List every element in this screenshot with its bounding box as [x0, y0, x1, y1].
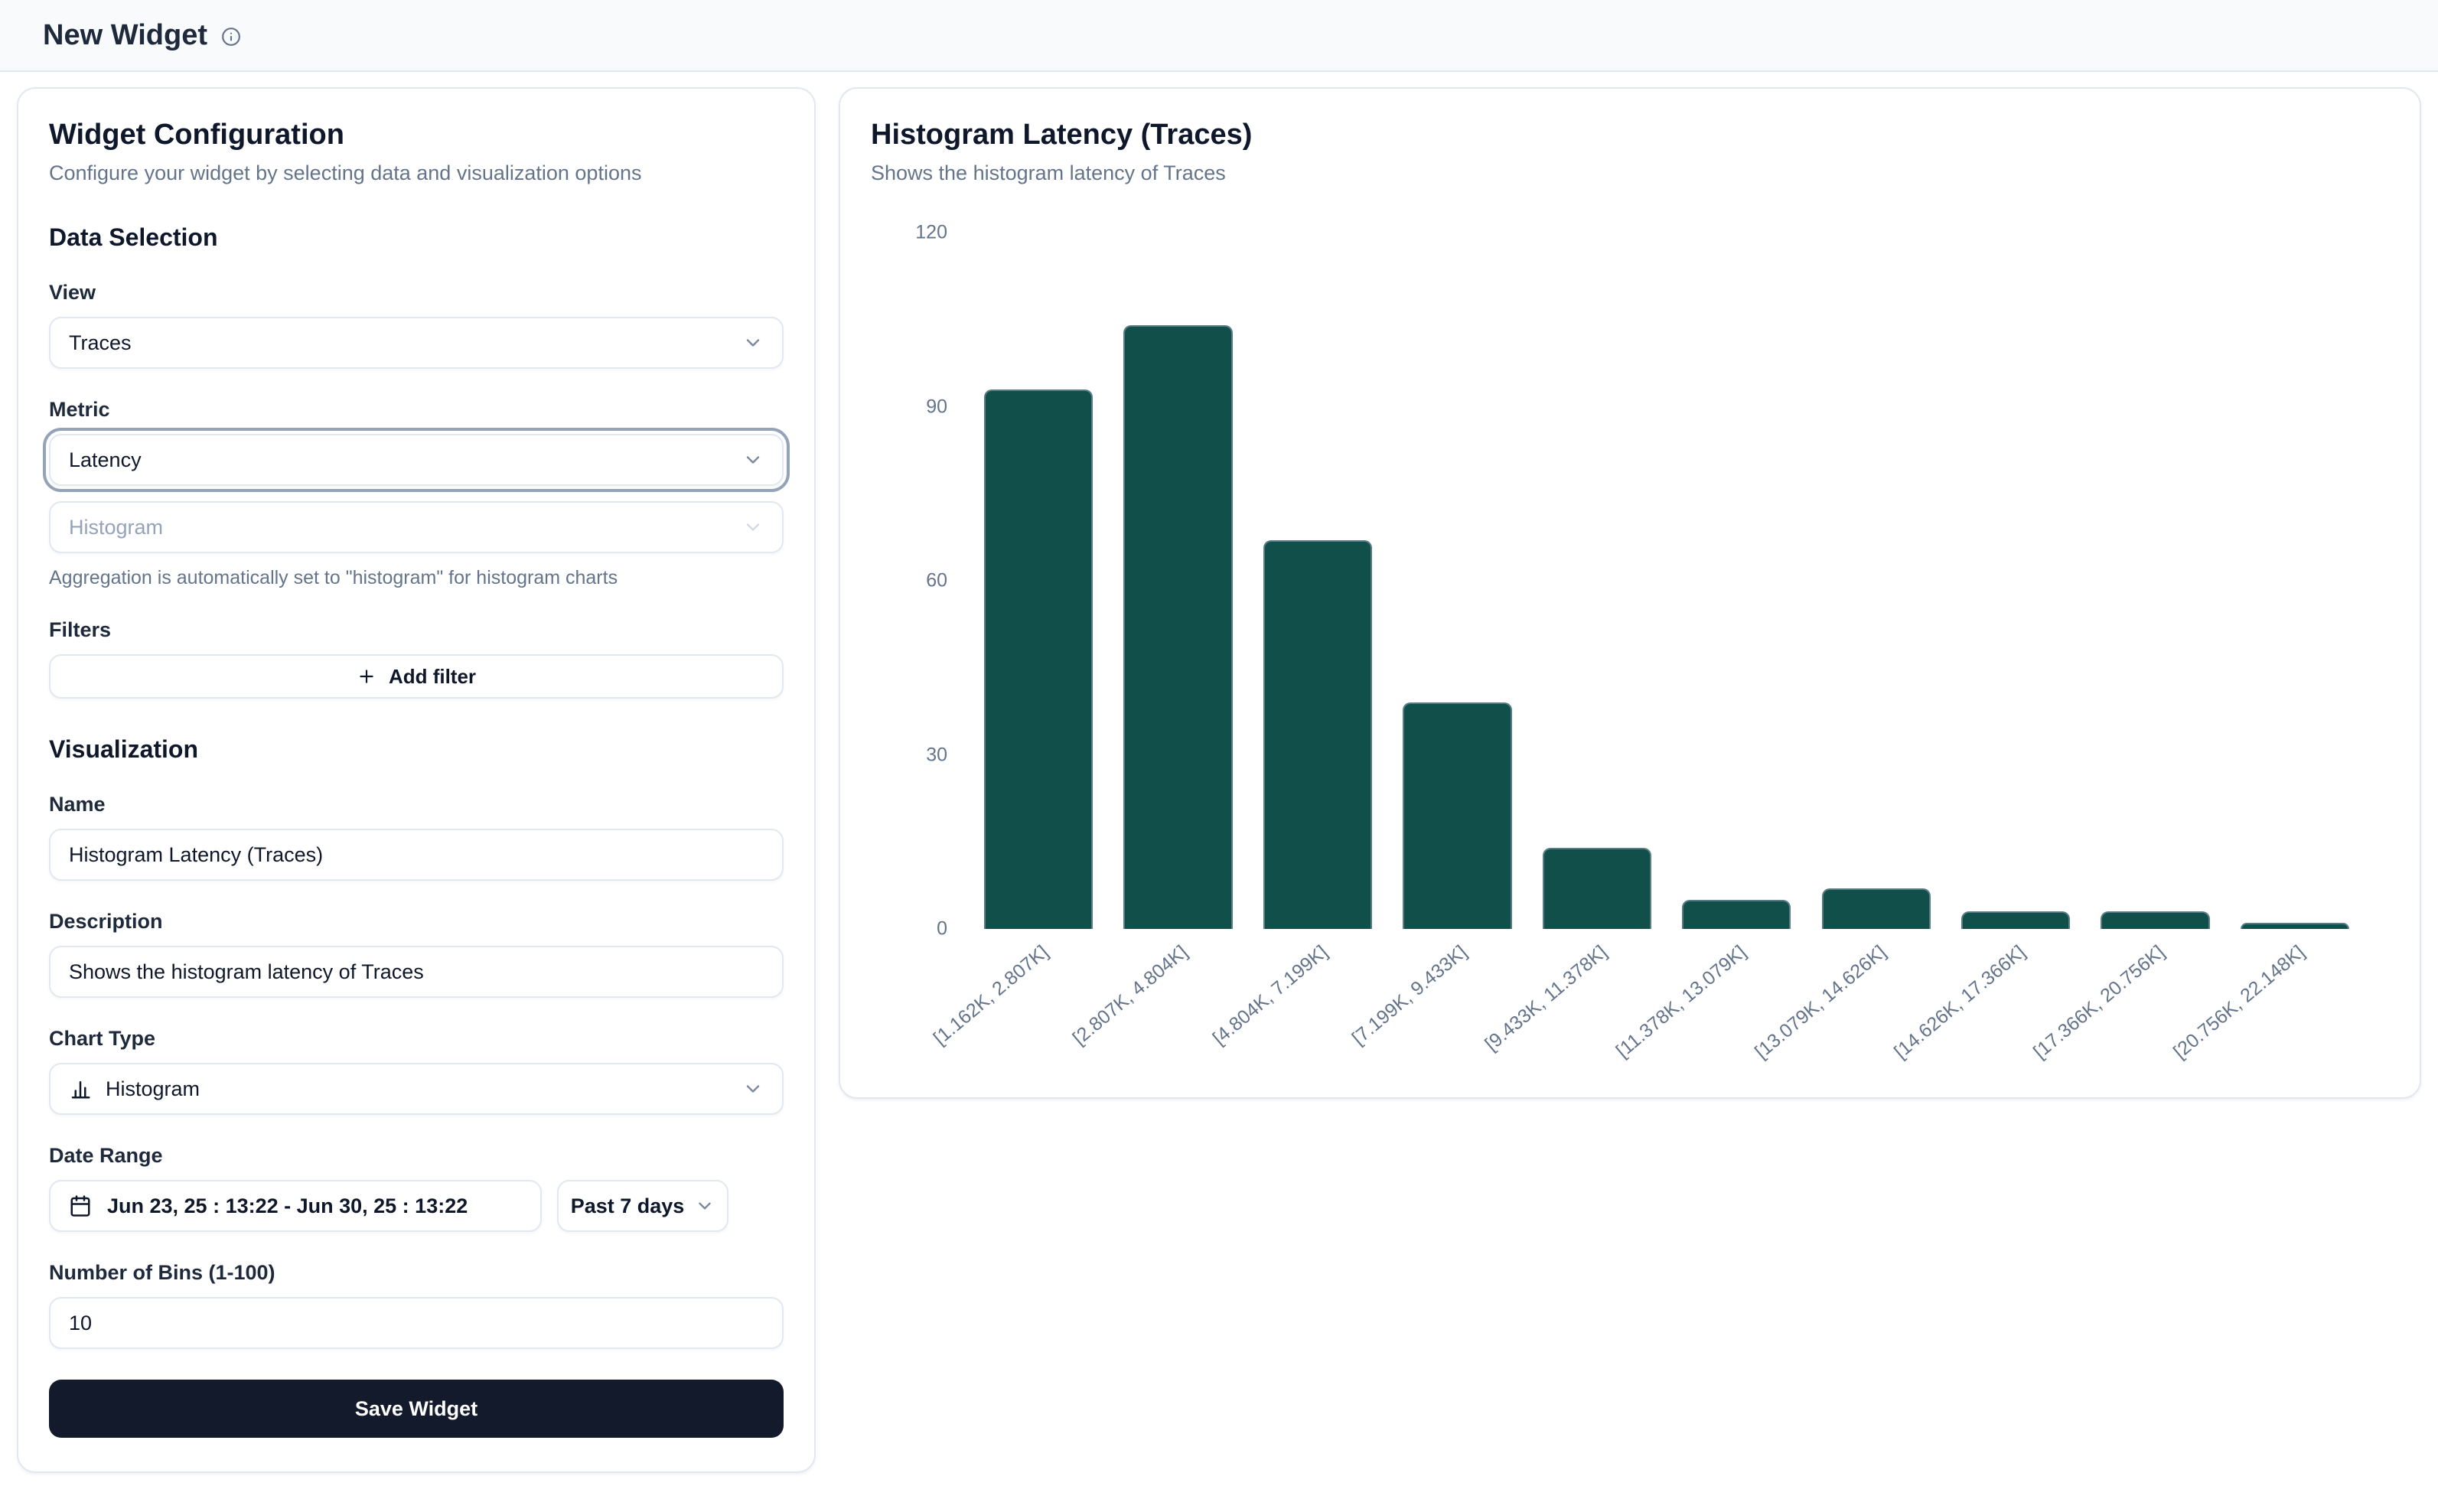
- add-filter-label: Add filter: [388, 664, 477, 688]
- chevron-down-icon: [742, 332, 764, 354]
- metric-label: Metric: [49, 398, 110, 421]
- y-axis: 0 30 60 90 120: [871, 222, 969, 940]
- bar-slot: [1387, 233, 1527, 929]
- histogram-bar: [1403, 702, 1512, 929]
- bar-slot: [2225, 233, 2365, 929]
- description-label: Description: [49, 910, 163, 933]
- plus-icon: [357, 666, 376, 686]
- date-preset-button[interactable]: Past 7 days: [557, 1180, 728, 1232]
- chart-column-icon: [69, 1077, 92, 1100]
- x-slot: [9.433K, 11.378K]: [1481, 929, 1667, 1082]
- bar-slot: [1806, 233, 1945, 929]
- chart-type-select[interactable]: Histogram: [49, 1063, 784, 1115]
- x-slot: [13.079K, 14.626K]: [1751, 929, 1945, 1082]
- bars: [969, 233, 2389, 929]
- histogram-bar: [2240, 923, 2349, 929]
- y-tick-label: 60: [926, 569, 947, 591]
- histogram-bar: [2101, 911, 2210, 929]
- aggregation-note: Aggregation is automatically set to "his…: [49, 567, 618, 588]
- x-slot: [2.807K, 4.804K]: [1069, 929, 1247, 1082]
- app-header: New Widget: [0, 0, 2438, 72]
- aggregation-select-value: Histogram: [69, 515, 164, 539]
- chevron-down-icon: [695, 1196, 715, 1216]
- metric-select-value: Latency: [69, 448, 142, 471]
- bar-slot: [1108, 233, 1247, 929]
- name-input[interactable]: [49, 829, 784, 881]
- date-range-button[interactable]: Jun 23, 25 : 13:22 - Jun 30, 25 : 13:22: [49, 1180, 542, 1232]
- date-range-label: Date Range: [49, 1144, 163, 1167]
- x-slot: [7.199K, 9.433K]: [1348, 929, 1527, 1082]
- config-panel-subtitle: Configure your widget by selecting data …: [49, 161, 642, 184]
- bins-input[interactable]: [49, 1297, 784, 1349]
- view-select-value: Traces: [69, 331, 132, 354]
- chevron-down-icon: [742, 449, 764, 471]
- config-panel-title: Widget Configuration: [49, 119, 344, 151]
- chart-type-select-value: Histogram: [106, 1077, 200, 1100]
- bar-slot: [1527, 233, 1667, 929]
- y-tick-label: 0: [937, 917, 947, 940]
- histogram-bar: [1542, 847, 1651, 929]
- chart-type-label: Chart Type: [49, 1027, 156, 1050]
- x-slot: [17.366K, 20.756K]: [2029, 929, 2225, 1082]
- add-filter-button[interactable]: Add filter: [49, 654, 784, 699]
- view-select[interactable]: Traces: [49, 317, 784, 369]
- date-preset-value: Past 7 days: [570, 1194, 685, 1217]
- aggregation-select: Histogram: [49, 501, 784, 553]
- histogram-bar: [1961, 911, 2071, 929]
- y-tick-label: 90: [926, 396, 947, 417]
- widget-configuration-panel: Widget Configuration Configure your widg…: [17, 87, 816, 1473]
- histogram-bar: [1123, 325, 1233, 929]
- histogram-bar: [1821, 888, 1931, 929]
- data-selection-heading: Data Selection: [49, 223, 218, 251]
- chevron-down-icon: [742, 1078, 764, 1100]
- filters-label: Filters: [49, 618, 112, 641]
- y-tick-label: 30: [926, 744, 947, 765]
- metric-select[interactable]: Latency: [43, 428, 790, 492]
- page-title: New Widget: [43, 18, 207, 51]
- x-slot: [4.804K, 7.199K]: [1208, 929, 1387, 1082]
- description-input[interactable]: [49, 946, 784, 998]
- x-slot: [14.626K, 17.366K]: [1890, 929, 2085, 1082]
- name-label: Name: [49, 793, 106, 816]
- chart-title: Histogram Latency (Traces): [871, 119, 1253, 151]
- save-widget-button[interactable]: Save Widget: [49, 1380, 784, 1438]
- calendar-icon: [69, 1194, 92, 1217]
- bar-slot: [1946, 233, 2085, 929]
- chart-preview-panel: Histogram Latency (Traces) Shows the his…: [839, 87, 2421, 1099]
- x-slot: [1.162K, 2.807K]: [930, 929, 1108, 1082]
- bar-slot: [1667, 233, 1806, 929]
- x-axis-labels: [1.162K, 2.807K] [2.807K, 4.804K] [4.804K,…: [930, 929, 2389, 1082]
- y-tick-label: 120: [915, 221, 947, 243]
- bar-slot: [1248, 233, 1387, 929]
- x-slot: [11.378K, 13.079K]: [1612, 929, 1806, 1082]
- histogram-bar: [1263, 539, 1373, 929]
- date-range-row: Jun 23, 25 : 13:22 - Jun 30, 25 : 13:22 …: [49, 1180, 784, 1232]
- histogram-chart: 0 30 60 90 120: [871, 222, 2389, 940]
- visualization-heading: Visualization: [49, 735, 199, 763]
- bar-slot: [969, 233, 1108, 929]
- view-label: View: [49, 281, 96, 304]
- info-icon[interactable]: [221, 27, 241, 47]
- date-range-value: Jun 23, 25 : 13:22 - Jun 30, 25 : 13:22: [107, 1194, 468, 1217]
- histogram-bar: [1682, 900, 1791, 929]
- save-widget-label: Save Widget: [354, 1396, 478, 1420]
- x-tick-label: [1.162K, 2.807K]: [929, 941, 1053, 1050]
- main-content: Widget Configuration Configure your widg…: [0, 72, 2438, 1488]
- chevron-down-icon: [742, 516, 764, 538]
- bins-label: Number of Bins (1-100): [49, 1261, 275, 1284]
- bar-slot: [2085, 233, 2225, 929]
- histogram-bar: [984, 389, 1094, 929]
- chart-subtitle: Shows the histogram latency of Traces: [871, 161, 1226, 184]
- x-slot: [20.756K, 22.148K]: [2169, 929, 2365, 1082]
